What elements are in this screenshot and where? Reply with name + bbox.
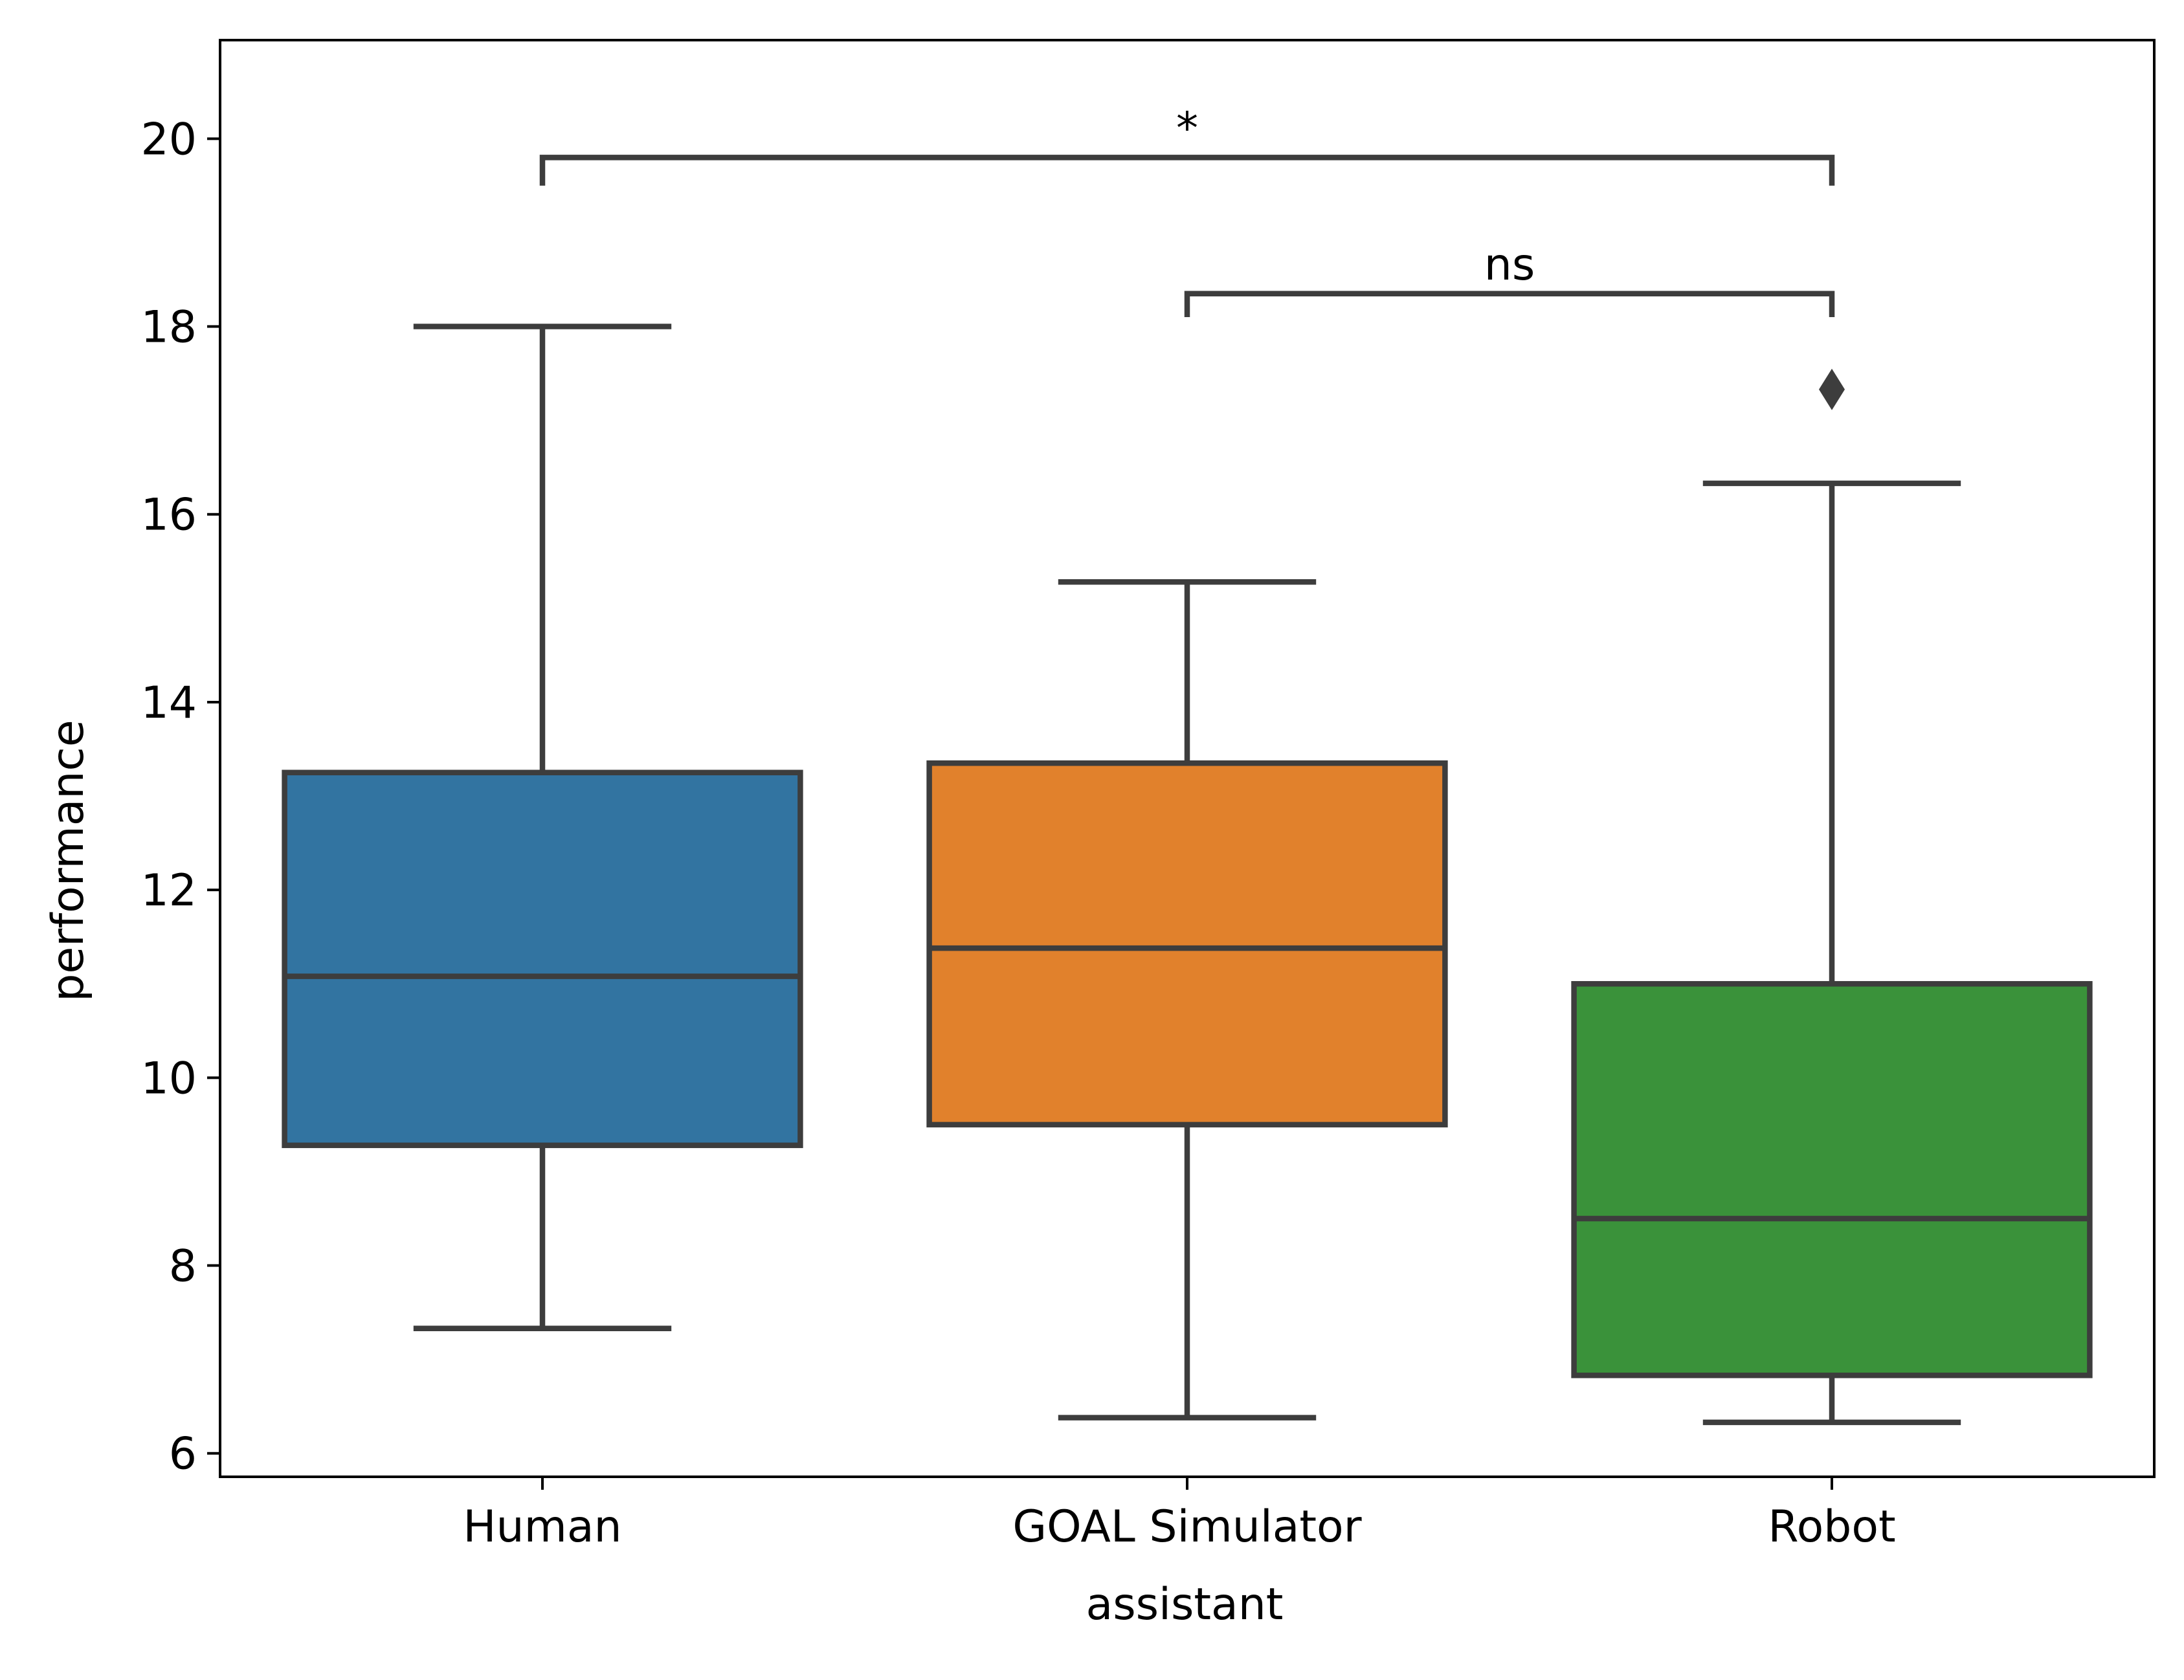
plot-area: * ns [282, 103, 2093, 1426]
significance-bracket [539, 155, 1835, 186]
y-tick-label: 16 [140, 490, 197, 541]
outlier-point [1819, 368, 1845, 410]
y-tick-label: 12 [140, 865, 197, 916]
x-tick-label: Robot [1768, 1501, 1895, 1553]
y-tick-label: 8 [169, 1241, 197, 1292]
x-tick-label: Human [463, 1501, 621, 1553]
box-group-goal-simulator [926, 579, 1448, 1420]
x-axis-label: assistant [1086, 1579, 1284, 1630]
y-tick-label: 14 [140, 678, 197, 729]
y-tick-label: 20 [140, 114, 197, 165]
significance-bracket [1184, 291, 1835, 318]
box-group-human [282, 324, 803, 1331]
y-tick-label: 6 [169, 1429, 197, 1480]
significance-label: * [1176, 103, 1198, 154]
y-axis-label: performance [43, 720, 94, 1002]
box [1571, 980, 2093, 1378]
box [926, 760, 1448, 1128]
x-tick-label: GOAL Simulator [1012, 1501, 1361, 1553]
significance-label: ns [1484, 239, 1535, 291]
y-tick-label: 18 [140, 302, 197, 353]
y-tick-label: 10 [140, 1053, 197, 1104]
box-group-robot [1571, 368, 2093, 1426]
axes: 6 8 10 12 14 16 18 20 Human GOAL Simulator Robot [140, 114, 1895, 1553]
box [282, 769, 803, 1149]
